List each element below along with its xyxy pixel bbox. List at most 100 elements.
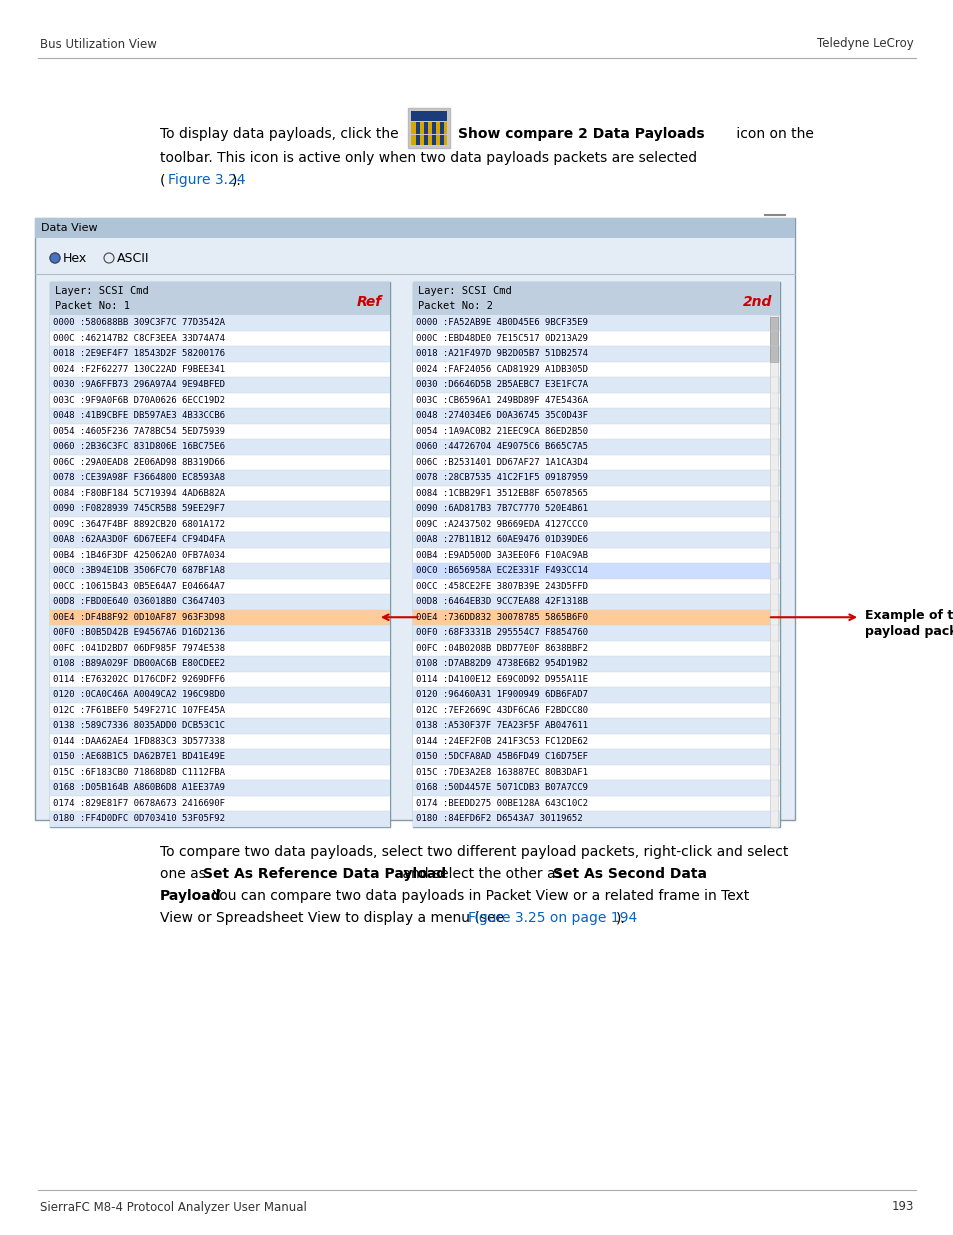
FancyBboxPatch shape [423, 122, 428, 135]
FancyBboxPatch shape [50, 578, 390, 594]
Text: 0090 :6AD817B3 7B7C7770 520E4B61: 0090 :6AD817B3 7B7C7770 520E4B61 [416, 504, 587, 514]
Text: To compare two data payloads, select two different payload packets, right-click : To compare two data payloads, select two… [160, 845, 787, 860]
Text: Show compare 2 Data Payloads: Show compare 2 Data Payloads [457, 127, 704, 141]
Text: 00E4 :736DD832 30078785 5865B6F0: 00E4 :736DD832 30078785 5865B6F0 [416, 613, 587, 621]
Text: 0060 :44726704 4E9075C6 B665C7A5: 0060 :44726704 4E9075C6 B665C7A5 [416, 442, 587, 451]
Text: 000C :462147B2 C8CF3EEA 33D74A74: 000C :462147B2 C8CF3EEA 33D74A74 [53, 333, 225, 343]
FancyBboxPatch shape [413, 454, 780, 471]
Text: 0048 :41B9CBFE DB597AE3 4B33CCB6: 0048 :41B9CBFE DB597AE3 4B33CCB6 [53, 411, 225, 420]
Text: Ref: Ref [356, 295, 381, 309]
Text: 0000 :FA52AB9E 4B0D45E6 9BCF35E9: 0000 :FA52AB9E 4B0D45E6 9BCF35E9 [416, 319, 587, 327]
FancyBboxPatch shape [50, 377, 390, 393]
FancyBboxPatch shape [35, 219, 794, 820]
FancyBboxPatch shape [413, 563, 780, 578]
Text: 00C0 :3B94E1DB 3506FC70 687BF1A8: 00C0 :3B94E1DB 3506FC70 687BF1A8 [53, 567, 225, 576]
FancyBboxPatch shape [423, 135, 428, 144]
Text: Packet No: 2: Packet No: 2 [417, 301, 493, 311]
FancyBboxPatch shape [50, 547, 390, 563]
FancyBboxPatch shape [413, 687, 780, 703]
FancyBboxPatch shape [413, 718, 780, 734]
Text: 0000 :580688BB 309C3F7C 77D3542A: 0000 :580688BB 309C3F7C 77D3542A [53, 319, 225, 327]
FancyBboxPatch shape [413, 471, 780, 485]
Text: 00CC :10615B43 0B5E64A7 E04664A7: 00CC :10615B43 0B5E64A7 E04664A7 [53, 582, 225, 590]
FancyBboxPatch shape [50, 362, 390, 377]
Text: . You can compare two data payloads in Packet View or a related frame in Text: . You can compare two data payloads in P… [204, 889, 748, 903]
FancyBboxPatch shape [50, 718, 390, 734]
Text: Bus Utilization View: Bus Utilization View [40, 37, 156, 51]
Text: To display data payloads, click the: To display data payloads, click the [160, 127, 398, 141]
FancyBboxPatch shape [413, 282, 780, 826]
Text: Figure 3.24: Figure 3.24 [168, 173, 245, 186]
Circle shape [50, 253, 60, 263]
Text: 0084 :F80BF184 5C719394 4AD6B82A: 0084 :F80BF184 5C719394 4AD6B82A [53, 489, 225, 498]
Text: 00CC :458CE2FE 3807B39E 243D5FFD: 00CC :458CE2FE 3807B39E 243D5FFD [416, 582, 587, 590]
FancyBboxPatch shape [413, 748, 780, 764]
Text: 0168 :D05B164B A860B6D8 A1EE37A9: 0168 :D05B164B A860B6D8 A1EE37A9 [53, 783, 225, 792]
Text: and select the other as: and select the other as [397, 867, 566, 881]
FancyBboxPatch shape [50, 532, 390, 547]
Text: Layer: SCSI Cmd: Layer: SCSI Cmd [417, 285, 511, 295]
FancyBboxPatch shape [50, 781, 390, 795]
FancyBboxPatch shape [439, 122, 443, 135]
FancyBboxPatch shape [411, 122, 447, 135]
Text: ).: ). [232, 173, 241, 186]
Text: ASCII: ASCII [117, 252, 150, 264]
FancyBboxPatch shape [432, 135, 436, 144]
Text: 193: 193 [891, 1200, 913, 1214]
Text: 009C :A2437502 9B669EDA 4127CCC0: 009C :A2437502 9B669EDA 4127CCC0 [416, 520, 587, 529]
FancyBboxPatch shape [50, 471, 390, 485]
Text: toolbar. This icon is active only when two data payloads packets are selected: toolbar. This icon is active only when t… [160, 151, 697, 165]
Text: 000C :EBD48DE0 7E15C517 0D213A29: 000C :EBD48DE0 7E15C517 0D213A29 [416, 333, 587, 343]
Text: ).: ). [616, 911, 625, 925]
Text: 0024 :F2F62277 130C22AD F9BEE341: 0024 :F2F62277 130C22AD F9BEE341 [53, 364, 225, 374]
Text: Layer: SCSI Cmd: Layer: SCSI Cmd [55, 285, 149, 295]
FancyBboxPatch shape [50, 641, 390, 656]
FancyBboxPatch shape [413, 438, 780, 454]
FancyBboxPatch shape [50, 501, 390, 516]
Text: 0030 :D6646D5B 2B5AEBC7 E3E1FC7A: 0030 :D6646D5B 2B5AEBC7 E3E1FC7A [416, 380, 587, 389]
Text: (: ( [160, 173, 165, 186]
FancyBboxPatch shape [413, 315, 780, 331]
Text: 0084 :1CBB29F1 3512EB8F 65078565: 0084 :1CBB29F1 3512EB8F 65078565 [416, 489, 587, 498]
Text: Set As Second Data: Set As Second Data [553, 867, 706, 881]
Text: 00D8 :6464EB3D 9CC7EA88 42F1318B: 00D8 :6464EB3D 9CC7EA88 42F1318B [416, 598, 587, 606]
Text: 003C :9F9A0F6B D70A0626 6ECC19D2: 003C :9F9A0F6B D70A0626 6ECC19D2 [53, 395, 225, 405]
Text: 0054 :1A9AC0B2 21EEC9CA 86ED2B50: 0054 :1A9AC0B2 21EEC9CA 86ED2B50 [416, 427, 587, 436]
Text: Hex: Hex [63, 252, 87, 264]
Text: 0150 :5DCFA8AD 45B6FD49 C16D75EF: 0150 :5DCFA8AD 45B6FD49 C16D75EF [416, 752, 587, 761]
FancyBboxPatch shape [413, 547, 780, 563]
FancyBboxPatch shape [50, 703, 390, 718]
FancyBboxPatch shape [408, 107, 450, 148]
Text: 0018 :A21F497D 9B2D05B7 51DB2574: 0018 :A21F497D 9B2D05B7 51DB2574 [416, 350, 587, 358]
Text: 0120 :96460A31 1F900949 6DB6FAD7: 0120 :96460A31 1F900949 6DB6FAD7 [416, 690, 587, 699]
Text: 0114 :E763202C D176CDF2 9269DFF6: 0114 :E763202C D176CDF2 9269DFF6 [53, 674, 225, 684]
Text: SierraFC M8-4 Protocol Analyzer User Manual: SierraFC M8-4 Protocol Analyzer User Man… [40, 1200, 307, 1214]
Text: 00B4 :1B46F3DF 425062A0 0FB7A034: 00B4 :1B46F3DF 425062A0 0FB7A034 [53, 551, 225, 559]
FancyBboxPatch shape [413, 594, 780, 610]
FancyBboxPatch shape [413, 811, 780, 826]
FancyBboxPatch shape [413, 672, 780, 687]
FancyBboxPatch shape [413, 424, 780, 438]
FancyBboxPatch shape [411, 111, 447, 121]
FancyBboxPatch shape [50, 764, 390, 781]
FancyBboxPatch shape [50, 454, 390, 471]
FancyBboxPatch shape [50, 408, 390, 424]
FancyBboxPatch shape [413, 532, 780, 547]
Text: 0180 :84EFD6F2 D6543A7 30119652: 0180 :84EFD6F2 D6543A7 30119652 [416, 814, 582, 824]
Text: 0120 :0CA0C46A A0049CA2 196C98D0: 0120 :0CA0C46A A0049CA2 196C98D0 [53, 690, 225, 699]
Text: 0180 :FF4D0DFC 0D703410 53F05F92: 0180 :FF4D0DFC 0D703410 53F05F92 [53, 814, 225, 824]
FancyBboxPatch shape [413, 377, 780, 393]
FancyBboxPatch shape [50, 594, 390, 610]
Text: 2nd: 2nd [741, 295, 771, 309]
FancyBboxPatch shape [50, 795, 390, 811]
Text: 006C :29A0EAD8 2E06AD98 8B319D66: 006C :29A0EAD8 2E06AD98 8B319D66 [53, 458, 225, 467]
Text: 0108 :B89A029F DB00AC6B E80CDEE2: 0108 :B89A029F DB00AC6B E80CDEE2 [53, 659, 225, 668]
Text: payload packets: payload packets [864, 625, 953, 638]
Text: 0174 :BEEDD275 00BE128A 643C10C2: 0174 :BEEDD275 00BE128A 643C10C2 [416, 799, 587, 808]
FancyBboxPatch shape [413, 610, 780, 625]
Text: 003C :CB6596A1 249BD89F 47E5436A: 003C :CB6596A1 249BD89F 47E5436A [416, 395, 587, 405]
Text: 006C :B2531401 DD67AF27 1A1CA3D4: 006C :B2531401 DD67AF27 1A1CA3D4 [416, 458, 587, 467]
FancyBboxPatch shape [413, 393, 780, 408]
Text: 0078 :28CB7535 41C2F1F5 09187959: 0078 :28CB7535 41C2F1F5 09187959 [416, 473, 587, 482]
Text: 012C :7F61BEF0 549F271C 107FE45A: 012C :7F61BEF0 549F271C 107FE45A [53, 705, 225, 715]
